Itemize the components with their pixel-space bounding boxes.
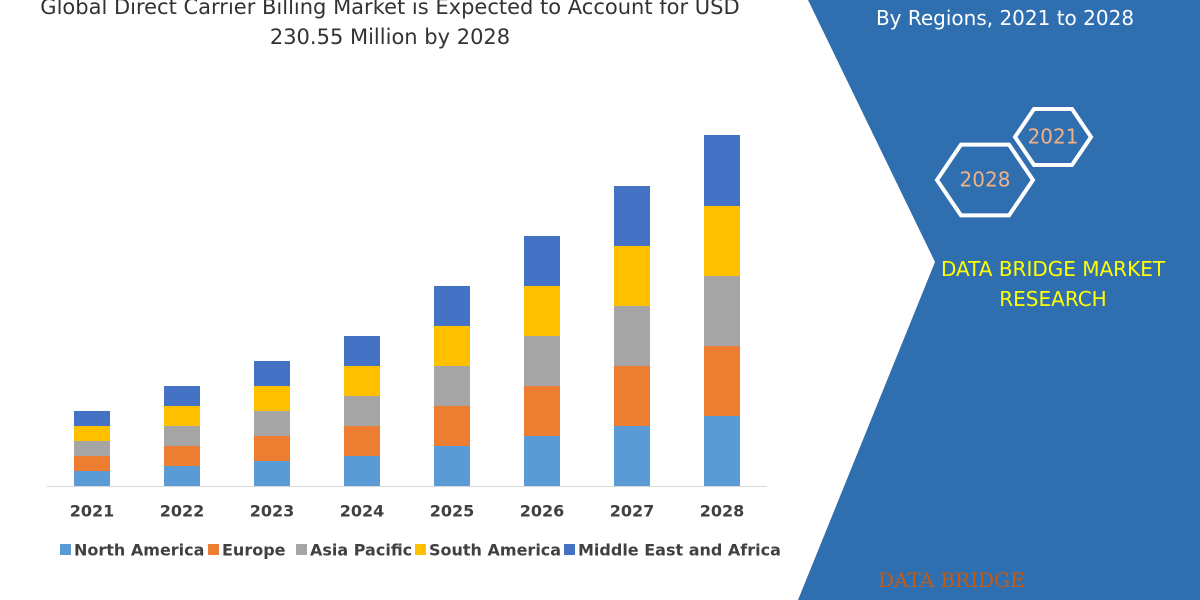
legend-label: Middle East and Africa: [578, 541, 781, 560]
bar-segment: [164, 386, 200, 406]
legend-swatch: [564, 544, 575, 555]
bar-segment: [344, 366, 380, 396]
bar-segment: [434, 406, 470, 446]
legend-swatch: [208, 544, 219, 555]
bar-segment: [614, 426, 650, 486]
legend-label: Europe: [222, 541, 286, 560]
bar-segment: [434, 326, 470, 366]
bar-segment: [524, 236, 560, 286]
legend-label: South America: [429, 541, 561, 560]
legend-label: North America: [74, 541, 204, 560]
bar-segment: [434, 366, 470, 406]
bar-segment: [164, 466, 200, 486]
bar-segment: [344, 396, 380, 426]
bar-segment: [344, 426, 380, 456]
bar-segment: [524, 286, 560, 336]
bar-segment: [614, 186, 650, 246]
logo: DATA BRIDGE: [878, 568, 1025, 592]
brand: DATA BRIDGE MARKET RESEARCH: [940, 257, 1166, 311]
x-tick-label: 2026: [520, 502, 565, 521]
bar-segment: [254, 411, 290, 436]
hexagon: [1012, 107, 1094, 167]
bar-segment: [524, 436, 560, 486]
bar-segment: [614, 246, 650, 306]
x-tick-label: 2023: [250, 502, 295, 521]
hexagon: [934, 142, 1036, 218]
legend-swatch: [60, 544, 71, 555]
legend-swatch: [296, 544, 307, 555]
x-tick-label: 2027: [610, 502, 655, 521]
bar-segment: [704, 206, 740, 276]
bar-segment: [524, 336, 560, 386]
legend-swatch: [415, 544, 426, 555]
bar-segment: [344, 336, 380, 366]
bar-segment: [74, 471, 110, 486]
bar-segment: [164, 426, 200, 446]
bar-segment: [614, 306, 650, 366]
x-tick-label: 2025: [430, 502, 475, 521]
x-tick-label: 2021: [70, 502, 115, 521]
bar-segment: [344, 456, 380, 486]
panel-subtitle: By Regions, 2021 to 2028: [875, 6, 1135, 30]
bar-segment: [614, 366, 650, 426]
bar-segment: [74, 441, 110, 456]
hexagon-label: 2021: [1028, 125, 1079, 149]
bar-segment: [434, 446, 470, 486]
bar-segment: [254, 386, 290, 411]
x-tick-label: 2022: [160, 502, 205, 521]
bar-segment: [704, 276, 740, 346]
bar-segment: [74, 411, 110, 426]
bar-segment: [74, 456, 110, 471]
legend-label: Asia Pacific: [310, 541, 412, 560]
bar-segment: [704, 416, 740, 486]
bar-segment: [524, 386, 560, 436]
x-tick-label: 2024: [340, 502, 385, 521]
bar-segment: [164, 446, 200, 466]
bar-segment: [254, 461, 290, 486]
bar-segment: [434, 286, 470, 326]
chart-title: Global Direct Carrier Billing Market is …: [40, 0, 740, 49]
bar-segment: [164, 406, 200, 426]
x-tick-label: 2028: [700, 502, 745, 521]
hexagon-label: 2028: [960, 168, 1011, 192]
bar-segment: [254, 436, 290, 461]
bar-segment: [704, 135, 740, 206]
bar-segment: [74, 426, 110, 441]
bar-segment: [704, 346, 740, 416]
bar-segment: [254, 361, 290, 386]
side-panel: [798, 0, 1200, 600]
